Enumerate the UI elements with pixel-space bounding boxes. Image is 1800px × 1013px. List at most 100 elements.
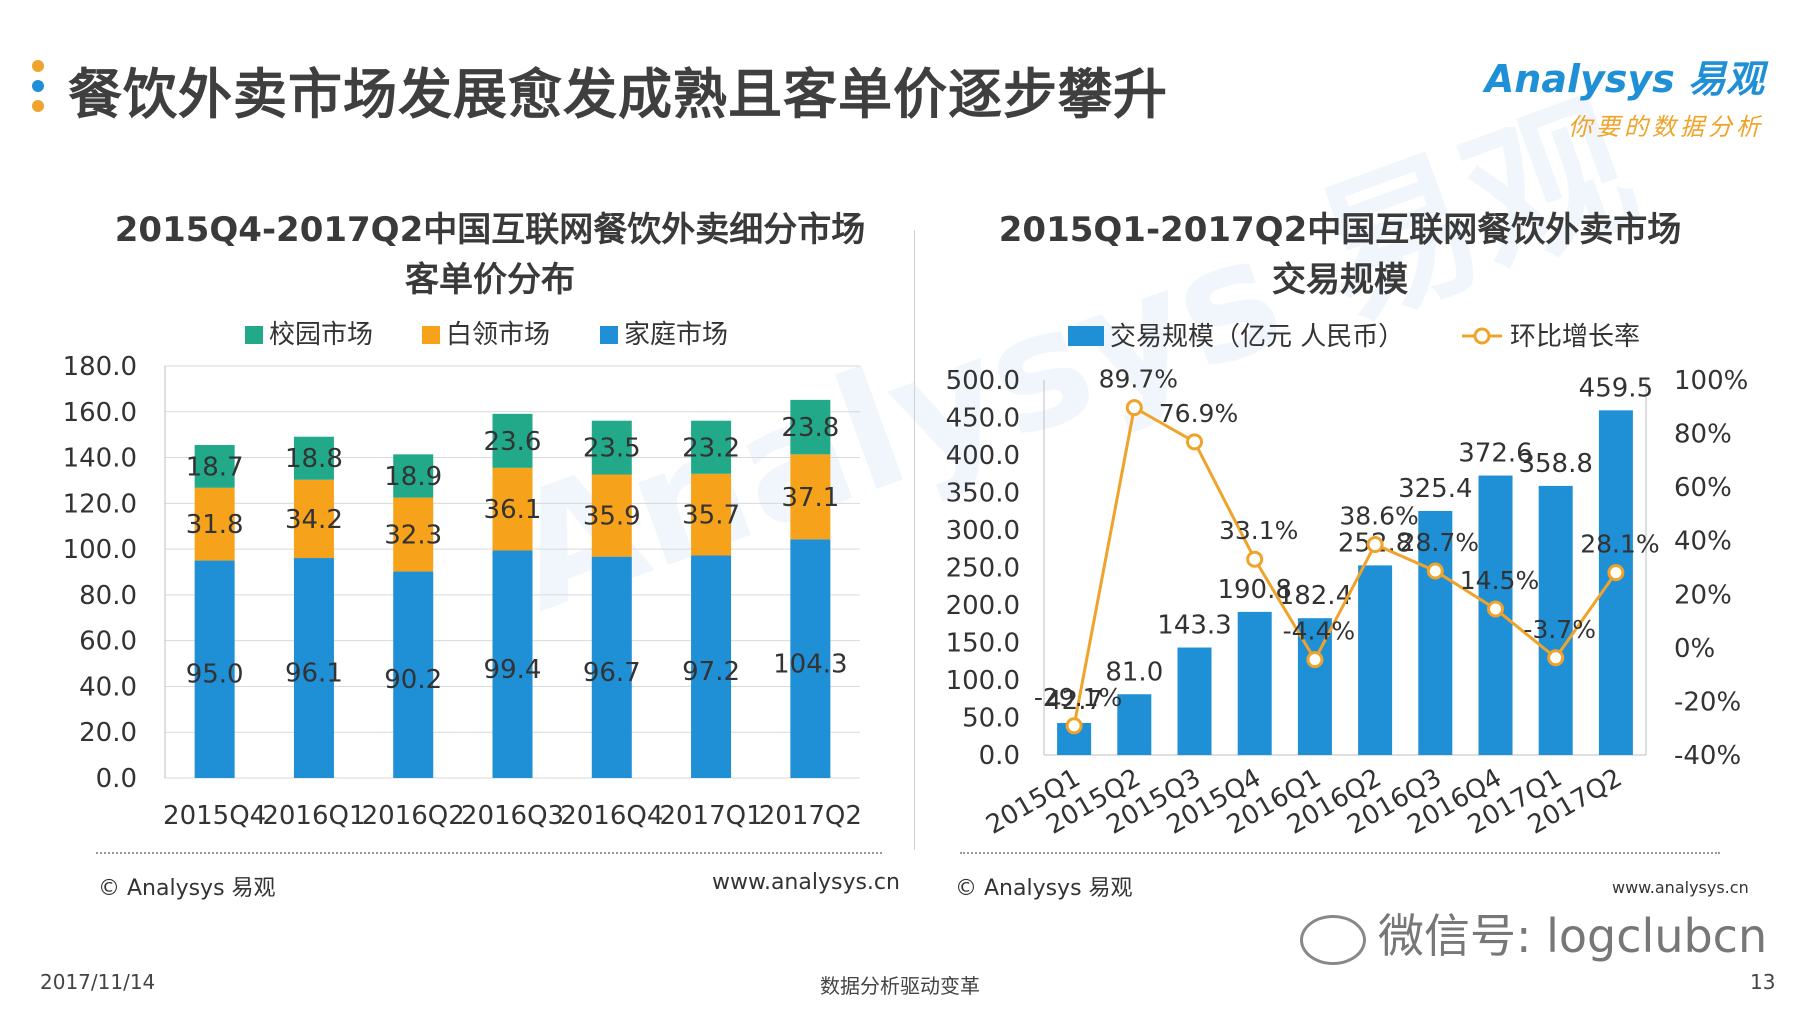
right-bar-label: 325.4 xyxy=(1398,474,1472,504)
left-legend-label: 校园市场 xyxy=(269,320,373,350)
left-x-tick-label: 2017Q1 xyxy=(659,801,762,831)
growth-rate-label: 28.7% xyxy=(1400,528,1479,557)
left-x-tick-label: 2016Q4 xyxy=(560,801,663,831)
left-data-label: 35.9 xyxy=(583,502,641,532)
left-y-tick-label: 160.0 xyxy=(63,398,137,428)
left-y-tick-label: 100.0 xyxy=(63,535,137,565)
wechat-id: 微信号: logclubcn xyxy=(1300,900,1767,966)
left-bar-segment xyxy=(492,467,533,551)
right-bar-label: 182.4 xyxy=(1278,581,1352,611)
right-y-left-tick-label: 250.0 xyxy=(946,554,1020,584)
growth-rate-point xyxy=(1246,550,1264,568)
right-legend-line-label: 环比增长率 xyxy=(1510,322,1640,352)
left-x-tick-label: 2016Q2 xyxy=(362,801,465,831)
right-source: © Analysys 易观 xyxy=(955,876,1133,901)
left-data-label: 95.0 xyxy=(186,660,244,690)
growth-rate-label: 28.1% xyxy=(1580,530,1659,559)
growth-rate-label: -3.7% xyxy=(1523,615,1596,644)
left-chart-title-line2: 客单价分布 xyxy=(405,260,575,300)
growth-rate-label: 38.6% xyxy=(1339,501,1418,530)
left-bar-segment xyxy=(194,487,235,561)
left-data-label: 90.2 xyxy=(384,665,442,695)
left-bar-segment xyxy=(194,444,235,488)
right-bar xyxy=(1117,694,1152,755)
left-source-line xyxy=(96,852,882,854)
left-url[interactable]: www.analysys.cn xyxy=(712,870,900,895)
left-chart-title: 2015Q4-2017Q2中国互联网餐饮外卖细分市场 客单价分布 xyxy=(80,205,900,305)
footer-center: 数据分析驱动变革 xyxy=(820,974,980,998)
right-y-left-tick-label: 300.0 xyxy=(946,516,1020,546)
left-data-label: 35.7 xyxy=(682,501,740,531)
left-x-tick-label: 2017Q2 xyxy=(759,801,862,831)
left-y-tick-label: 0.0 xyxy=(96,764,137,794)
left-bar-segment xyxy=(393,497,434,572)
left-legend-swatch xyxy=(245,326,263,344)
growth-rate-label: 89.7% xyxy=(1099,365,1178,394)
growth-rate-point xyxy=(1306,651,1324,669)
left-data-label: 32.3 xyxy=(384,521,442,551)
right-legend-bar-label: 交易规模（亿元 人民币） xyxy=(1110,322,1404,352)
left-data-label: 18.9 xyxy=(384,462,442,492)
logo-main-text: Analysys 易观 xyxy=(1484,57,1764,101)
left-x-tick-label: 2015Q4 xyxy=(163,801,266,831)
left-legend-swatch xyxy=(422,326,440,344)
growth-rate-label: 76.9% xyxy=(1159,399,1238,428)
right-y-left-tick-label: 400.0 xyxy=(946,441,1020,471)
right-url[interactable]: www.analysys.cn xyxy=(1612,878,1749,897)
right-chart-title-line2: 交易规模 xyxy=(1272,260,1408,300)
page-number: 13 xyxy=(1750,970,1776,994)
right-y-left-tick-label: 350.0 xyxy=(946,479,1020,509)
growth-rate-line xyxy=(1072,405,1618,727)
left-y-tick-label: 40.0 xyxy=(79,672,137,702)
left-bar-segment xyxy=(194,560,235,778)
left-legend-swatch xyxy=(600,326,618,344)
left-data-label: 23.8 xyxy=(781,413,839,443)
right-y-left-tick-label: 0.0 xyxy=(979,741,1020,771)
left-bar-segment xyxy=(790,399,831,455)
left-bar-segment xyxy=(393,454,434,498)
left-chart-title-line1: 2015Q4-2017Q2中国互联网餐饮外卖细分市场 xyxy=(114,210,866,250)
right-y-left-tick-label: 50.0 xyxy=(962,704,1020,734)
right-bar xyxy=(1538,485,1573,755)
growth-rate-point xyxy=(1547,649,1565,667)
left-y-tick-label: 120.0 xyxy=(63,489,137,519)
left-data-label: 18.7 xyxy=(186,452,244,482)
right-bar xyxy=(1418,510,1453,755)
left-x-tick-label: 2016Q1 xyxy=(262,801,365,831)
left-data-label: 96.7 xyxy=(583,658,641,688)
title-dot xyxy=(32,60,44,72)
right-y-left-tick-label: 100.0 xyxy=(946,666,1020,696)
left-bar-segment xyxy=(393,571,434,778)
left-bar-segment xyxy=(691,555,732,778)
right-y-left-tick-label: 500.0 xyxy=(946,366,1020,396)
left-bar-segment xyxy=(691,473,732,556)
right-y-right-tick-label: -20% xyxy=(1674,687,1741,717)
left-data-label: 97.2 xyxy=(682,657,740,687)
right-y-left-tick-label: 150.0 xyxy=(946,629,1020,659)
growth-rate-label: 33.1% xyxy=(1219,516,1298,545)
right-bar-label: 372.6 xyxy=(1458,439,1532,469)
growth-rate-label: -4.4% xyxy=(1283,617,1356,646)
right-legend-bar-swatch xyxy=(1068,326,1104,346)
left-bar-segment xyxy=(293,479,334,559)
right-bar-label: 42.7 xyxy=(1045,686,1103,716)
left-bar-segment xyxy=(790,454,831,540)
left-data-label: 18.8 xyxy=(285,444,343,474)
left-y-tick-label: 80.0 xyxy=(79,581,137,611)
left-bar-segment xyxy=(591,556,632,778)
growth-rate-point xyxy=(1426,562,1444,580)
left-data-label: 36.1 xyxy=(484,495,542,525)
left-y-tick-label: 180.0 xyxy=(63,352,137,382)
right-y-left-tick-label: 200.0 xyxy=(946,591,1020,621)
right-bar-label: 358.8 xyxy=(1518,449,1592,479)
left-data-label: 37.1 xyxy=(781,483,839,513)
right-y-right-tick-label: -40% xyxy=(1674,741,1741,771)
left-bar-segment xyxy=(790,539,831,778)
left-source: © Analysys 易观 xyxy=(98,876,276,901)
left-bar-segment xyxy=(293,558,334,778)
right-bar-label: 143.3 xyxy=(1157,611,1231,641)
left-bar-segment xyxy=(492,413,533,468)
right-bar-label: 81.0 xyxy=(1105,657,1163,687)
right-y-right-tick-label: 100% xyxy=(1674,366,1748,396)
